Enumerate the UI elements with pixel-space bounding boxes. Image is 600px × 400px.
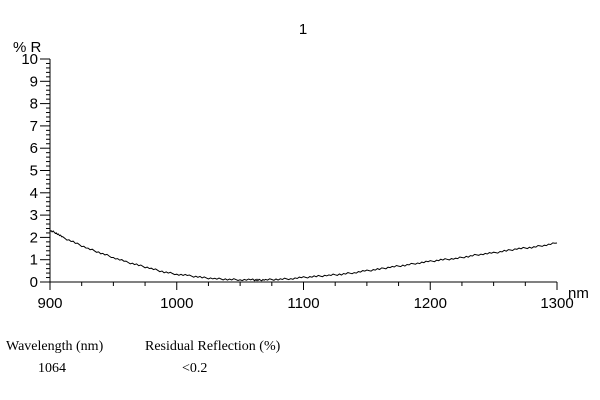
x-axis-label: nm xyxy=(568,285,589,302)
y-axis-ticks: 0 1 2 3 4 5 6 7 8 9 10 xyxy=(21,51,50,291)
y-tick-label: 2 xyxy=(30,229,38,246)
y-tick-label: 6 xyxy=(30,140,38,157)
y-tick-label: 7 xyxy=(30,118,38,135)
y-axis-label: % R xyxy=(13,39,42,56)
table-header-wavelength: Wavelength (nm) xyxy=(6,339,104,354)
y-tick-label: 9 xyxy=(30,73,38,90)
y-tick-label: 3 xyxy=(30,207,38,224)
x-tick-label: 1200 xyxy=(414,295,447,312)
y-tick-label: 5 xyxy=(30,163,38,180)
x-tick-label: 1100 xyxy=(287,295,319,312)
y-tick-label: 4 xyxy=(30,185,38,202)
x-tick-label: 1000 xyxy=(160,295,193,312)
table-value-wavelength: 1064 xyxy=(38,361,66,376)
y-tick-label: 10 xyxy=(21,51,38,68)
reflectance-series-line xyxy=(49,230,558,282)
x-axis-ticks: 900 1000 1100 1200 1300 xyxy=(37,282,574,312)
axes xyxy=(49,59,557,283)
x-tick-label: 1300 xyxy=(540,295,573,312)
table-header-residual-reflection: Residual Reflection (%) xyxy=(145,339,281,354)
x-tick-label: 900 xyxy=(37,295,62,312)
y-tick-label: 8 xyxy=(30,96,38,113)
reflectance-chart: 1 % R nm 0 1 2 3 4 5 6 7 8 9 10 900 1000 1100 1200 130… xyxy=(13,21,589,312)
table-value-residual-reflection: <0.2 xyxy=(182,361,208,376)
chart-title: 1 xyxy=(299,21,307,38)
y-tick-label: 0 xyxy=(30,274,38,291)
y-tick-label: 1 xyxy=(30,252,38,269)
